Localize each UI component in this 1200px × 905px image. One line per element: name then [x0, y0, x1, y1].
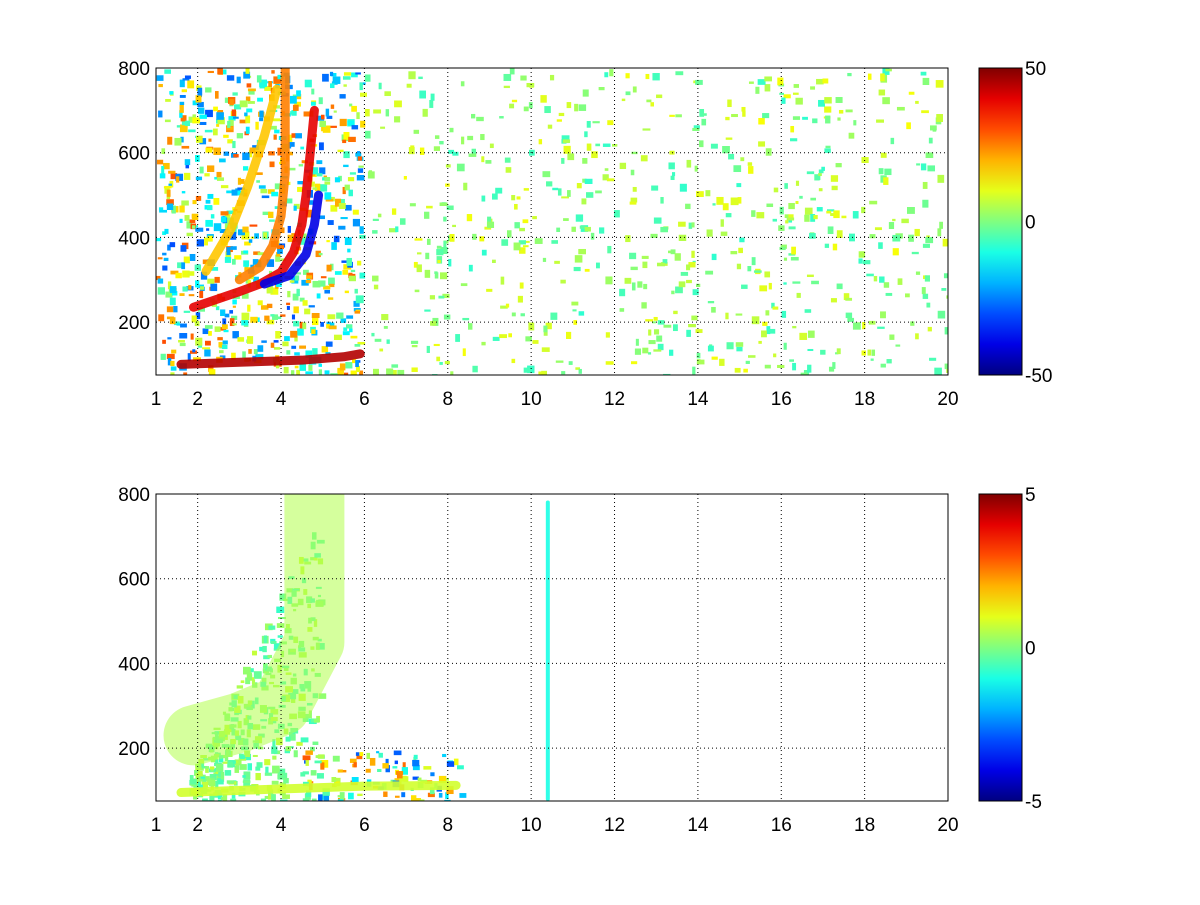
x-tick-label: 10	[521, 389, 542, 410]
x-tick-label: 20	[937, 389, 958, 410]
y-tick-label: 400	[118, 654, 150, 675]
x-tick-label: 4	[276, 815, 287, 836]
x-tick-label: 4	[276, 389, 287, 410]
heatmap-band-1	[176, 780, 461, 798]
x-tick-label: 8	[443, 815, 454, 836]
plot-frame	[155, 493, 949, 802]
x-tick-label: 1	[151, 389, 162, 410]
y-tick-label: 200	[118, 313, 150, 334]
x-tick-label: 12	[604, 389, 625, 410]
y-tick-label: 400	[118, 228, 150, 249]
colorbar-tick-label: -50	[1025, 366, 1052, 387]
x-tick-label: 20	[937, 815, 958, 836]
colorbar	[978, 493, 1023, 802]
x-tick-label: 12	[604, 815, 625, 836]
y-tick-label: 200	[118, 739, 150, 760]
x-tick-label: 8	[443, 389, 454, 410]
heatmap-arc-3	[259, 190, 324, 289]
x-tick-label: 1	[151, 815, 162, 836]
colorbar-tick-label: 0	[1025, 213, 1036, 234]
heatmap-arc-0	[189, 105, 319, 312]
y-tick-label: 800	[118, 59, 150, 80]
heatmap-region-0	[163, 494, 345, 766]
plot-frame	[155, 67, 949, 376]
x-tick-label: 14	[687, 389, 709, 410]
x-tick-label: 16	[771, 389, 792, 410]
colorbar	[978, 67, 1023, 376]
y-tick-label: 600	[118, 144, 150, 165]
x-tick-label: 10	[521, 815, 542, 836]
x-tick-label: 18	[854, 815, 875, 836]
x-tick-label: 6	[359, 389, 370, 410]
heatmap-noise	[156, 68, 948, 375]
x-tick-label: 14	[687, 815, 709, 836]
heatmap-cells	[163, 494, 550, 801]
colorbar-tick-label: 50	[1025, 59, 1046, 80]
colorbar-tick-label: 0	[1025, 639, 1036, 660]
x-tick-label: 6	[359, 815, 370, 836]
colorbar-tick-label: -5	[1025, 792, 1042, 813]
x-tick-label: 18	[854, 389, 875, 410]
heatmap-arc-2	[201, 84, 282, 276]
y-tick-label: 600	[118, 570, 150, 591]
colorbar-tick-label: 5	[1025, 485, 1036, 506]
heatmap-cells	[156, 68, 948, 375]
y-tick-label: 800	[118, 485, 150, 506]
x-tick-label: 2	[192, 389, 203, 410]
heatmap-band-4	[176, 349, 365, 369]
x-tick-label: 16	[771, 815, 792, 836]
x-tick-label: 2	[192, 815, 203, 836]
